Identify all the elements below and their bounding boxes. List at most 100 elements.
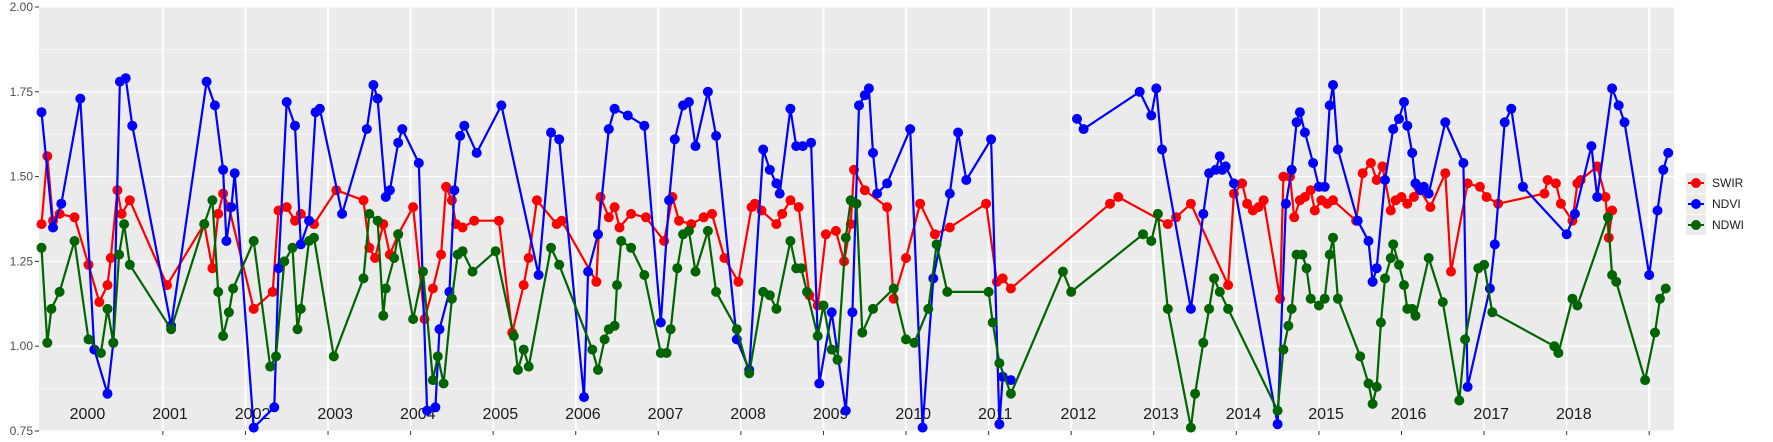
data-point <box>218 331 229 341</box>
data-point <box>1297 249 1308 260</box>
data-point <box>1157 144 1167 155</box>
data-point <box>56 198 67 209</box>
data-point <box>612 280 622 291</box>
data-point <box>328 351 339 362</box>
data-point <box>802 286 812 297</box>
data-point <box>1113 192 1124 202</box>
year-label: 2001 <box>152 406 188 423</box>
data-point <box>1220 161 1231 172</box>
data-point <box>1309 205 1320 216</box>
data-point <box>378 310 389 321</box>
data-point <box>818 300 829 311</box>
data-point <box>609 202 620 213</box>
data-point <box>1437 297 1448 308</box>
data-point <box>840 232 851 243</box>
year-label: 2011 <box>978 406 1013 423</box>
data-point <box>1542 175 1553 185</box>
data-point <box>267 286 278 297</box>
data-point <box>531 195 542 206</box>
y-tick-label: 1.75 <box>10 85 34 99</box>
data-point <box>1367 398 1378 409</box>
data-point <box>120 73 131 84</box>
data-point <box>961 175 972 185</box>
data-point <box>269 402 280 413</box>
data-point <box>1357 168 1368 179</box>
data-point <box>1402 120 1413 131</box>
data-point <box>614 222 625 233</box>
data-point <box>1332 293 1343 304</box>
data-point <box>1399 97 1409 107</box>
data-point <box>1539 188 1550 199</box>
data-point <box>226 202 237 213</box>
data-point <box>459 120 470 131</box>
data-point <box>830 225 841 236</box>
data-point <box>785 236 796 246</box>
data-point <box>1151 83 1162 94</box>
data-point <box>361 124 372 135</box>
data-point <box>523 253 534 263</box>
data-point <box>36 219 47 230</box>
data-point <box>273 263 284 274</box>
data-point <box>997 273 1008 284</box>
data-point <box>888 283 899 294</box>
data-point <box>777 208 788 219</box>
data-point <box>917 422 928 433</box>
data-point <box>248 236 259 246</box>
data-point <box>868 303 878 314</box>
data-point <box>427 283 438 294</box>
year-label: 2006 <box>565 406 601 423</box>
data-point <box>1440 117 1451 128</box>
data-point <box>774 188 785 199</box>
data-point <box>1561 229 1572 240</box>
data-point <box>981 198 992 209</box>
data-point <box>764 164 775 175</box>
data-point <box>1237 178 1248 189</box>
data-point <box>1185 422 1196 433</box>
data-point <box>265 361 276 372</box>
data-point <box>820 229 831 240</box>
data-point <box>1660 283 1671 294</box>
data-point <box>744 368 755 379</box>
data-point <box>591 276 602 287</box>
data-point <box>1299 127 1310 138</box>
data-point <box>83 334 94 345</box>
data-point <box>271 351 281 362</box>
data-point <box>496 100 507 111</box>
data-point <box>702 225 713 236</box>
data-point <box>733 276 744 287</box>
data-point <box>683 225 694 236</box>
data-point <box>1146 110 1157 121</box>
data-point <box>1198 337 1209 348</box>
data-point <box>609 103 620 114</box>
data-point <box>358 195 369 206</box>
data-point <box>434 324 445 335</box>
data-point <box>639 120 650 131</box>
data-point <box>1371 263 1382 274</box>
data-point <box>1396 192 1407 202</box>
data-point <box>1517 181 1528 192</box>
data-point <box>199 219 210 230</box>
data-point <box>1072 113 1082 124</box>
data-point <box>337 208 348 219</box>
data-point <box>771 303 782 314</box>
data-point <box>1328 232 1338 243</box>
data-point <box>290 120 300 131</box>
y-tick-label: 0.75 <box>10 424 34 438</box>
data-point <box>1388 239 1399 250</box>
data-point <box>1198 208 1209 219</box>
data-point <box>711 286 722 297</box>
data-point <box>1272 419 1283 430</box>
data-point <box>221 236 232 246</box>
data-point <box>622 110 633 121</box>
data-point <box>1553 348 1564 358</box>
data-point <box>1407 147 1418 158</box>
data-point <box>1280 198 1291 209</box>
data-point <box>609 320 620 331</box>
data-point <box>427 375 438 386</box>
data-point <box>1481 192 1492 202</box>
series-ndwi <box>36 195 1671 433</box>
y-tick-label: 1.50 <box>10 170 34 184</box>
data-point <box>36 107 47 118</box>
data-point <box>1352 215 1363 226</box>
